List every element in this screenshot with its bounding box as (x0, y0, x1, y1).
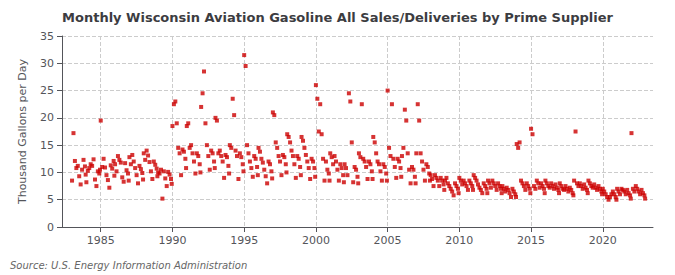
svg-text:30: 30 (40, 57, 54, 70)
svg-text:2000: 2000 (302, 234, 330, 247)
svg-text:20: 20 (40, 111, 54, 124)
svg-text:2005: 2005 (374, 234, 402, 247)
svg-text:35: 35 (40, 30, 54, 43)
svg-text:Monthly Wisconsin Aviation Gas: Monthly Wisconsin Aviation Gasoline All … (62, 10, 613, 25)
svg-text:25: 25 (40, 84, 54, 97)
svg-text:2015: 2015 (517, 234, 545, 247)
svg-text:Source: U.S. Energy Informatio: Source: U.S. Energy Information Administ… (10, 260, 247, 271)
svg-text:2010: 2010 (445, 234, 473, 247)
svg-text:1995: 1995 (230, 234, 258, 247)
svg-text:2020: 2020 (589, 234, 617, 247)
svg-text:Thousand Gallons per Day: Thousand Gallons per Day (16, 58, 29, 205)
svg-text:10: 10 (40, 166, 54, 179)
svg-text:15: 15 (40, 139, 54, 152)
svg-text:1985: 1985 (87, 234, 115, 247)
svg-text:0: 0 (47, 221, 54, 234)
svg-text:5: 5 (47, 193, 54, 206)
svg-text:1990: 1990 (158, 234, 186, 247)
